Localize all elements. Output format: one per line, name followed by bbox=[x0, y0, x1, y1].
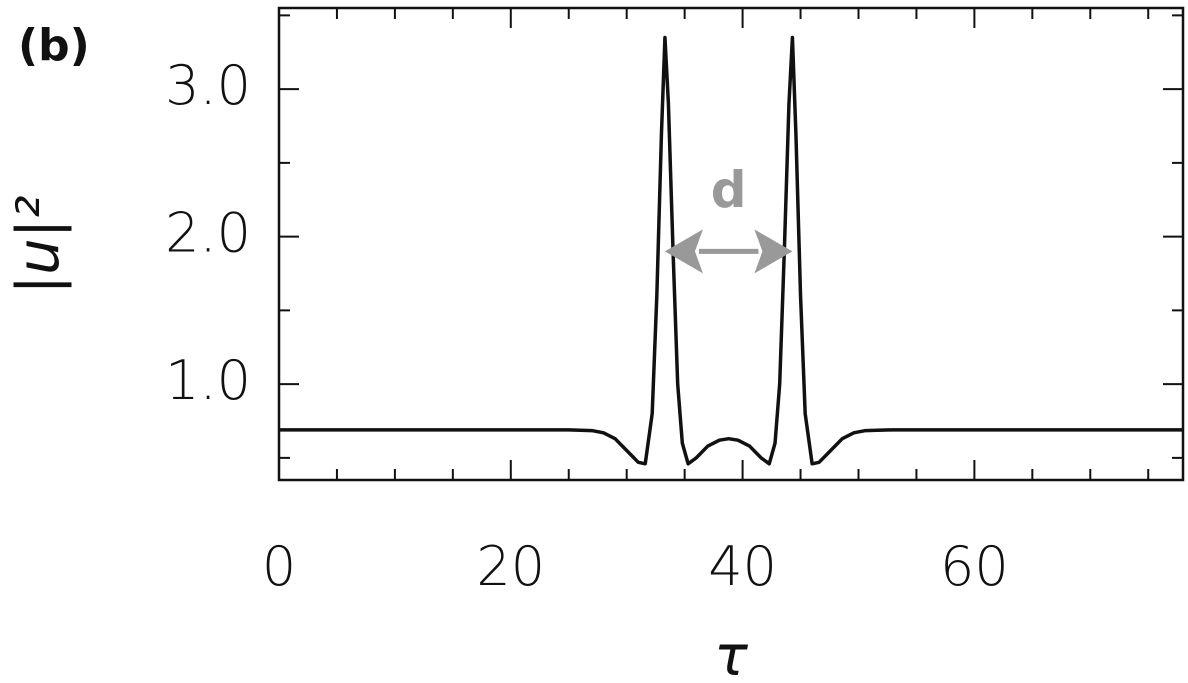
x-tick-label: 40 bbox=[708, 535, 777, 598]
x-axis-label: τ bbox=[714, 624, 748, 683]
panel-label: (b) bbox=[18, 20, 90, 71]
y-tick-label: 3.0 bbox=[165, 54, 251, 117]
plot-frame bbox=[277, 6, 1185, 482]
annotation-label: d bbox=[711, 161, 747, 219]
data-line bbox=[279, 35, 1183, 466]
x-tick-label: 20 bbox=[476, 535, 545, 598]
x-tick-label: 60 bbox=[940, 535, 1009, 598]
x-tick-label: 0 bbox=[262, 535, 296, 598]
annotation-arrowhead bbox=[664, 229, 703, 274]
y-tick-label: 2.0 bbox=[165, 201, 251, 264]
y-tick-label: 1.0 bbox=[165, 349, 251, 412]
y-axis-label: |u|² bbox=[4, 195, 72, 294]
annotation-arrowhead bbox=[754, 229, 793, 274]
